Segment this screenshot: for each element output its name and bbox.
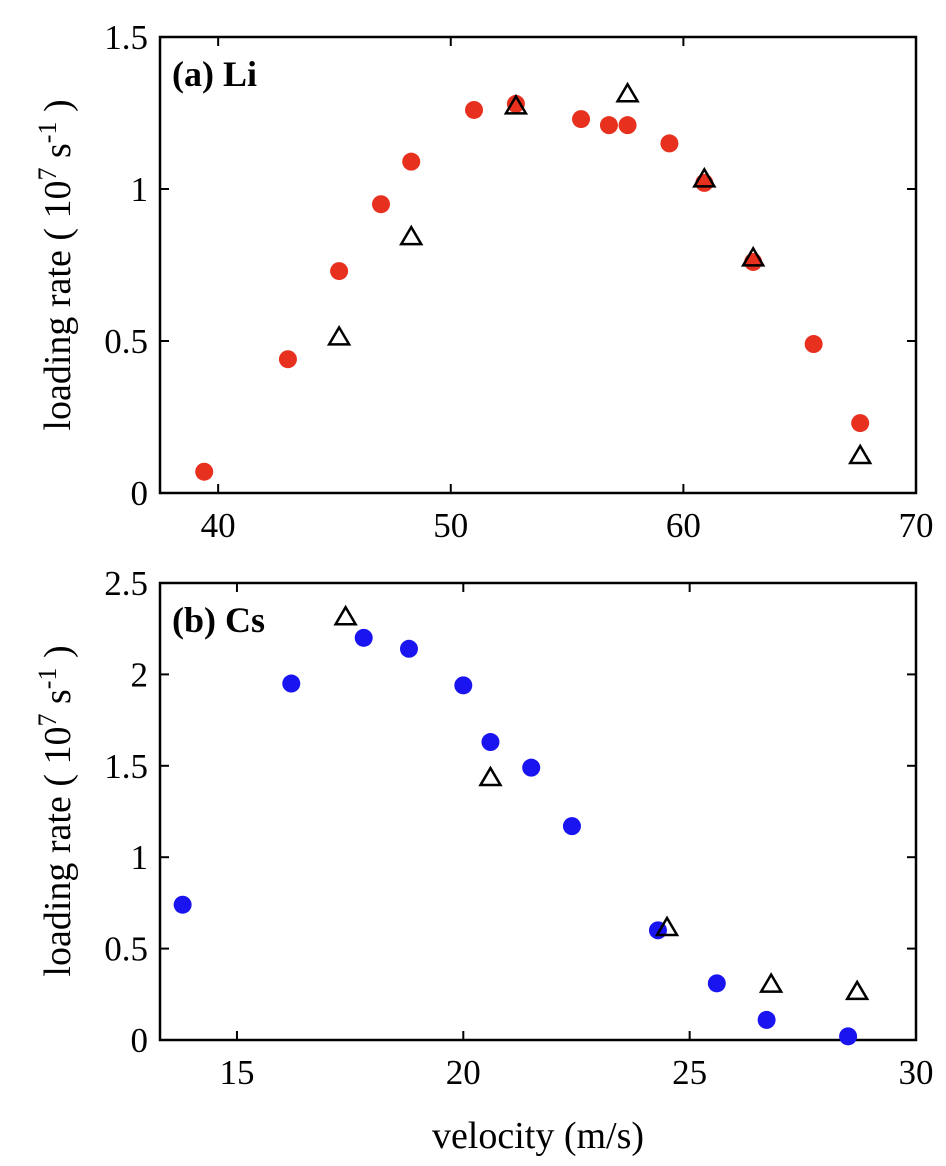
y-tick-label: 0 xyxy=(131,1021,149,1060)
measured-point xyxy=(660,134,679,153)
x-tick-label: 70 xyxy=(899,506,934,545)
panel-li: 40 50 60 70 0 0.5 1 1.5 loading rate ( 107 s-1 )… xyxy=(33,18,934,545)
panel-cs: 15 20 25 30 0 0.5 1 1.5 2 2.5 loading rate ( 107 s… xyxy=(33,564,934,1157)
measured-point xyxy=(744,252,763,271)
measured-point xyxy=(173,895,192,914)
measured-point xyxy=(195,462,214,481)
simulated-point xyxy=(478,765,503,787)
measured-point xyxy=(522,758,541,777)
y-tick-label: 1 xyxy=(131,170,149,209)
axes-frame xyxy=(158,581,918,1042)
y-tick-label: 1.5 xyxy=(104,18,148,57)
y-tick-label: 0 xyxy=(131,474,149,513)
panel-label: (b) Cs xyxy=(172,600,265,640)
y-tick-label: 1 xyxy=(131,838,149,877)
measured-point xyxy=(618,116,637,135)
x-axis-label: velocity (m/s) xyxy=(432,1115,644,1157)
simulated-point xyxy=(654,915,680,937)
simulated-point xyxy=(326,324,352,346)
simulated-point xyxy=(615,81,640,103)
x-tick-label: 15 xyxy=(219,1053,254,1092)
x-tick-label: 30 xyxy=(899,1053,934,1092)
measured-point xyxy=(599,116,618,135)
x-tick-label: 20 xyxy=(446,1053,481,1092)
measured-point xyxy=(506,94,525,113)
simulated-point xyxy=(758,972,784,993)
measured-point xyxy=(371,195,390,214)
x-tick-label: 25 xyxy=(672,1053,707,1092)
measured-point xyxy=(282,674,301,693)
measured-point xyxy=(757,1010,776,1029)
y-tick-label: 2 xyxy=(131,655,149,694)
measured-point xyxy=(572,110,591,129)
measured-point xyxy=(562,817,581,836)
simulated-point xyxy=(847,443,873,465)
measured-point xyxy=(481,733,500,752)
y-tick-label: 0.5 xyxy=(104,930,148,969)
measured-point xyxy=(707,974,726,993)
y-tick-label: 1.5 xyxy=(104,747,148,786)
measured-point xyxy=(454,676,473,695)
simulated-point xyxy=(740,245,766,267)
measured-point xyxy=(402,152,421,171)
measured-point xyxy=(804,335,823,354)
measured-point xyxy=(330,262,349,281)
simulated-point xyxy=(692,166,717,188)
simulated-point xyxy=(844,979,870,1001)
measured-point xyxy=(354,628,373,647)
x-tick-label: 50 xyxy=(433,506,468,545)
measured-point xyxy=(695,173,714,192)
x-tick-label: 40 xyxy=(201,506,236,545)
simulated-point xyxy=(503,93,529,115)
simulated-point xyxy=(333,604,358,626)
axes-frame xyxy=(158,35,918,495)
measured-point xyxy=(399,639,418,658)
measured-point xyxy=(278,350,297,369)
simulated-point xyxy=(399,224,424,246)
panel-label: (a) Li xyxy=(172,54,257,94)
measured-point xyxy=(465,100,484,119)
measured-point xyxy=(851,414,870,433)
y-axis-label: loading rate ( 107 s-1 ) xyxy=(33,645,80,976)
y-tick-label: 2.5 xyxy=(104,564,148,603)
y-axis-label: loading rate ( 107 s-1 ) xyxy=(33,99,80,430)
x-tick-label: 60 xyxy=(666,506,701,545)
measured-point xyxy=(839,1027,858,1046)
y-tick-label: 0.5 xyxy=(104,322,148,361)
